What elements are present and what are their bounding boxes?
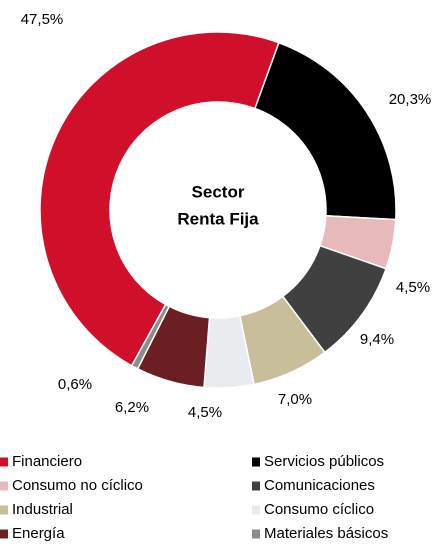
legend-swatch: [0, 481, 8, 491]
legend-label: Comunicaciones: [264, 477, 375, 494]
donut-slice: [130, 303, 171, 370]
legend-swatch: [252, 505, 260, 515]
legend-label: Energía: [12, 525, 65, 542]
legend-swatch: [252, 481, 260, 491]
data-label: 0,6%: [58, 376, 92, 393]
data-label: 47,5%: [21, 11, 64, 28]
donut-slice: [253, 41, 397, 221]
chart-title-line: Renta Fija: [177, 209, 259, 228]
legend-label: Consumo no cíclico: [12, 477, 143, 494]
legend-label: Consumo cíclico: [264, 501, 374, 518]
legend-swatch: [0, 505, 8, 515]
data-label: 20,3%: [389, 91, 432, 108]
data-label: 7,0%: [278, 391, 312, 408]
legend-swatch: [0, 457, 8, 467]
data-label: 9,4%: [360, 331, 394, 348]
legend-swatch: [252, 529, 260, 539]
data-label: 4,5%: [188, 404, 222, 421]
legend-label: Materiales básicos: [264, 525, 388, 542]
data-label: 6,2%: [115, 399, 149, 416]
donut-slice: [39, 31, 280, 367]
data-label: 4,5%: [396, 279, 430, 296]
legend-label: Industrial: [12, 501, 73, 518]
legend-label: Servicios públicos: [264, 453, 384, 470]
chart-title-line: Sector: [192, 182, 245, 201]
legend-label: Financiero: [12, 453, 82, 470]
legend-swatch: [252, 457, 260, 467]
legend-swatch: [0, 529, 8, 539]
